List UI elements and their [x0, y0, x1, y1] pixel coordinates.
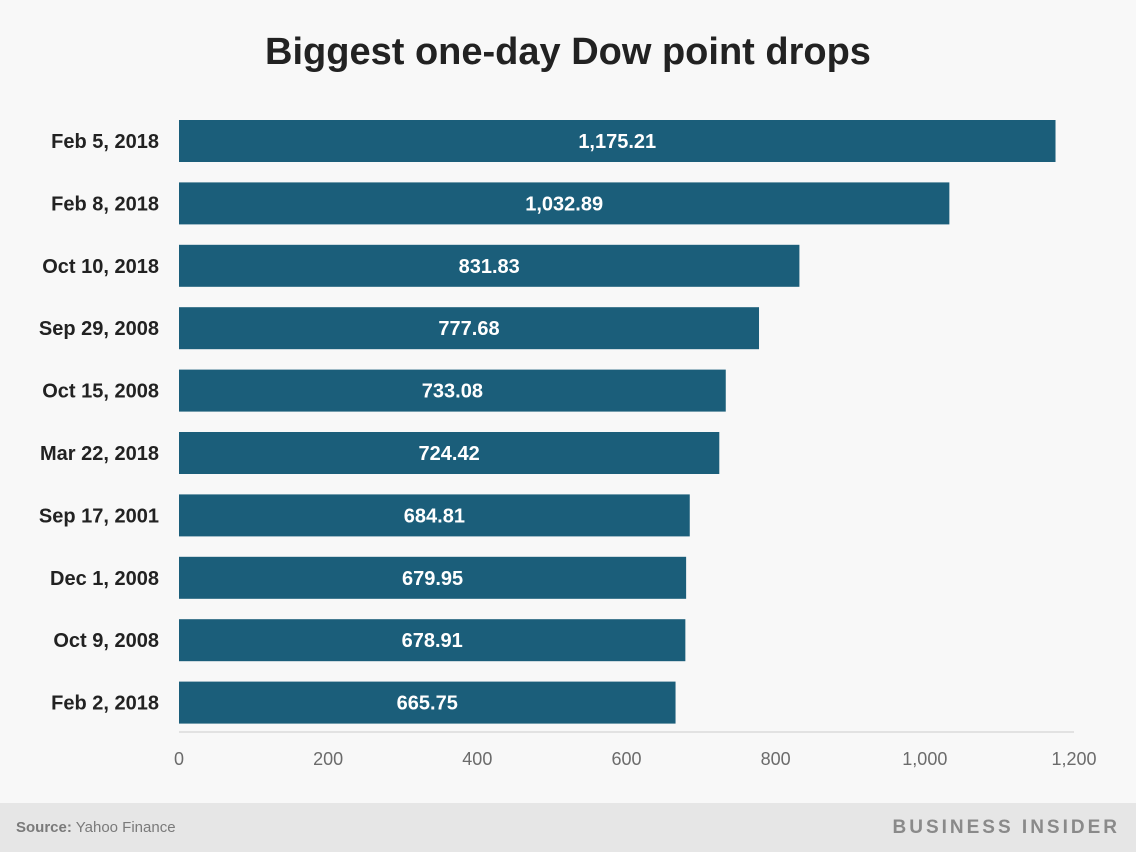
bar	[179, 681, 676, 724]
category-label: Oct 15, 2008	[42, 381, 159, 403]
x-tick-label: 600	[611, 749, 641, 769]
bar	[179, 369, 726, 412]
category-label: Dec 1, 2008	[50, 568, 159, 590]
x-tick-label: 800	[761, 749, 791, 769]
x-tick-label: 400	[462, 749, 492, 769]
bar-value-label: 831.83	[459, 256, 520, 278]
bar-value-label: 665.75	[397, 693, 458, 715]
bar	[179, 182, 950, 225]
category-label: Oct 9, 2008	[53, 630, 159, 652]
bar-value-label: 724.42	[419, 443, 480, 465]
bar-value-label: 678.91	[402, 630, 463, 652]
bar	[179, 432, 720, 474]
bar-chart: Biggest one-day Dow point drops Feb 5, 2…	[39, 31, 1097, 769]
x-tick-label: 1,000	[902, 749, 947, 769]
category-label: Sep 17, 2001	[39, 505, 159, 527]
bar	[179, 556, 687, 599]
category-label: Feb 5, 2018	[51, 131, 159, 153]
bar-value-label: 777.68	[438, 318, 499, 340]
source-label: Source:	[16, 819, 72, 836]
bar	[179, 494, 690, 537]
bar-value-label: 679.95	[402, 568, 463, 590]
bar	[179, 120, 1056, 162]
source-value: Yahoo Finance	[71, 819, 176, 836]
x-tick-label: 0	[174, 749, 184, 769]
brand-logo: BUSINESS INSIDER	[892, 817, 1120, 838]
x-tick-label: 200	[313, 749, 343, 769]
bars: Feb 5, 2018 1,175.21 Feb 8, 2018 1,032.89 Oc…	[39, 120, 1056, 724]
bar-value-label: 733.08	[422, 381, 483, 403]
bar	[179, 307, 760, 350]
footer: Source: Yahoo Finance BUSINESS INSIDER	[0, 803, 1136, 852]
bar-value-label: 684.81	[404, 505, 465, 527]
category-label: Sep 29, 2008	[39, 318, 159, 340]
category-label: Oct 10, 2018	[42, 256, 159, 278]
x-tick-label: 1,200	[1051, 749, 1096, 769]
chart-title: Biggest one-day Dow point drops	[265, 31, 871, 73]
bar-value-label: 1,032.89	[525, 193, 603, 215]
category-label: Mar 22, 2018	[40, 443, 159, 465]
source-note: Source: Yahoo Finance	[16, 819, 176, 836]
bar-value-label: 1,175.21	[578, 131, 656, 153]
bar	[179, 619, 686, 662]
category-label: Feb 8, 2018	[51, 193, 159, 215]
x-axis-ticks: 0 200 400 600 800 1,000 1,200	[174, 749, 1097, 769]
category-label: Feb 2, 2018	[51, 693, 159, 715]
bar	[179, 244, 800, 287]
